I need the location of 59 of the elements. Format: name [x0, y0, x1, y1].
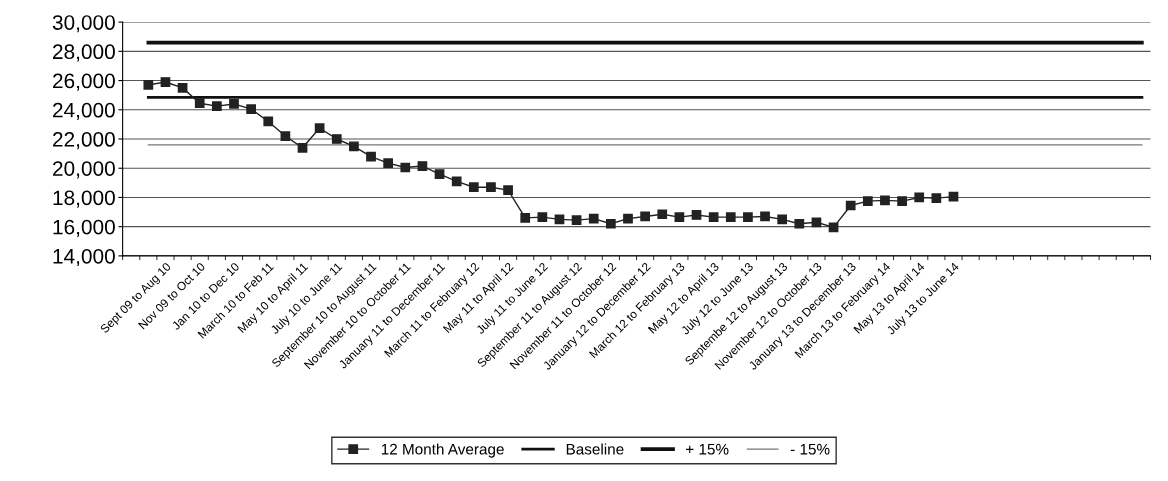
point: [503, 185, 513, 196]
point: [297, 142, 308, 153]
point: [948, 191, 959, 202]
y-tick-label: 26,000: [53, 73, 115, 91]
point: [588, 213, 599, 224]
point: [417, 161, 428, 171]
y-tick-label: 28,000: [53, 44, 115, 62]
point: [451, 176, 462, 187]
point: [177, 83, 188, 93]
y-tick-label: 16,000: [53, 219, 115, 237]
point: [794, 218, 805, 229]
point: [725, 212, 736, 223]
point: [571, 215, 582, 225]
point: [434, 169, 445, 179]
legend-label: + 15%: [686, 443, 729, 455]
point: [246, 104, 256, 114]
point: [880, 195, 890, 206]
point: [537, 212, 548, 223]
y-tick-label: 20,000: [53, 161, 115, 179]
point: [674, 212, 685, 223]
point: [280, 131, 291, 141]
point: [811, 217, 822, 228]
y-tick-label: 22,000: [53, 132, 115, 150]
point: [331, 134, 342, 144]
point: [845, 200, 856, 211]
point: [143, 80, 154, 90]
point: [194, 98, 205, 109]
y-tick-label: 30,000: [52, 15, 115, 33]
legend-label: Baseline: [566, 443, 624, 455]
point: [349, 141, 359, 152]
point: [657, 209, 668, 220]
point: [708, 212, 719, 223]
point: [623, 213, 633, 224]
point: [760, 211, 770, 222]
point: [366, 151, 376, 162]
legend-label: 12 Month Average: [381, 443, 504, 458]
point: [160, 77, 171, 87]
point: [931, 193, 942, 204]
y-tick-label: 24,000: [53, 102, 115, 120]
point: [777, 214, 788, 225]
point: [640, 211, 650, 222]
point: [263, 116, 274, 127]
point: [486, 182, 496, 193]
point: [520, 213, 531, 223]
point: [743, 212, 753, 223]
y-tick-label: 18,000: [53, 190, 115, 208]
point: [691, 210, 702, 220]
y-tick-label: 14,000: [53, 248, 115, 267]
point: [211, 101, 222, 111]
point: [914, 192, 925, 203]
point: [897, 196, 907, 206]
point: [314, 123, 325, 133]
point: [400, 162, 411, 173]
legend-label: - 15%: [790, 443, 830, 455]
point: [468, 182, 479, 193]
point: [862, 196, 873, 206]
point: [606, 218, 616, 229]
point: [229, 99, 239, 109]
point: [383, 158, 394, 168]
